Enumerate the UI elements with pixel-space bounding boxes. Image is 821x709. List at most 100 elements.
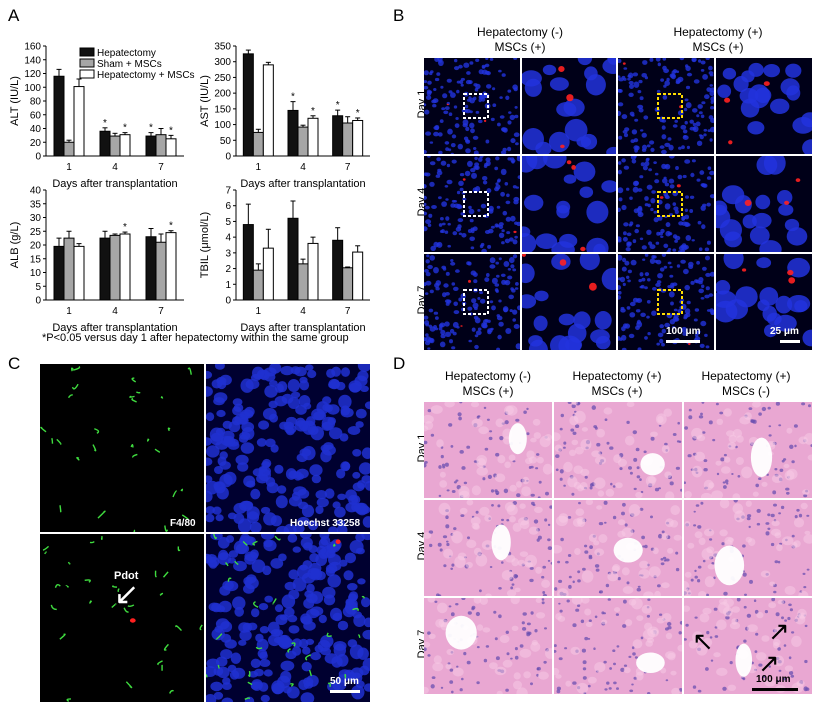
chart-alb: 0 5 10 15 20 25 30 35 40 ALB (g/L) Days after tran…: [9, 186, 184, 334]
d-image-tile-pattern: [684, 598, 810, 694]
d-scale-bar: [752, 688, 798, 691]
x-tick-label: 4: [300, 162, 306, 173]
c-scale-bar: [330, 690, 360, 693]
d-vessel: [613, 537, 643, 563]
c-green-cell: [352, 607, 359, 612]
x-tick-label: 7: [158, 306, 164, 317]
bar: [73, 245, 85, 301]
d-image-tile: [684, 500, 812, 596]
c-green-cell: [244, 697, 251, 700]
b-image-tile: [618, 254, 714, 350]
b-image-tile-pattern: [522, 58, 616, 154]
b-scale-label-low: 100 μm: [666, 326, 701, 337]
y-tick-label: 0: [225, 152, 231, 163]
c-green-cell: [76, 456, 80, 461]
c-green-cell: [361, 595, 365, 599]
c-green-cell: [160, 396, 164, 399]
d-image-tile: [554, 598, 682, 694]
c-green-cell: [327, 682, 331, 687]
b-image-tile-pattern: [522, 254, 616, 350]
b-zoom-box: [657, 93, 683, 119]
y-tick-label: 250: [214, 73, 231, 84]
bar: [145, 135, 157, 157]
c-green-cell: [181, 514, 189, 520]
bar: [287, 217, 299, 301]
bar: [332, 115, 344, 157]
d-column-title-line1: Hepatectomy (-): [444, 369, 532, 383]
c-green-cell: [154, 448, 161, 453]
c-green-cell: [40, 426, 47, 433]
c-image-tile-pattern: [206, 534, 370, 702]
bar: [119, 134, 131, 157]
c-green-cell: [97, 510, 106, 519]
chart-tbil: 0 1 2 3 4 5 6 7 TBIL (μmol/L) Days after transpla…: [199, 186, 370, 334]
c-green-cell: [146, 438, 150, 442]
c-green-cell: [132, 453, 138, 458]
x-tick-label: 4: [112, 306, 118, 317]
significance-star: *: [123, 123, 127, 134]
significance-star: *: [169, 221, 173, 232]
c-label-f480: F4/80: [170, 518, 196, 529]
y-axis-label: TBIL (μmol/L): [199, 212, 211, 278]
bar: [242, 224, 254, 301]
c-green-cell: [89, 541, 95, 544]
bar: [73, 86, 85, 157]
c-green-cell: [67, 561, 71, 565]
footnote: *P<0.05 versus day 1 after hepatectomy w…: [42, 332, 349, 344]
c-image-tile: [40, 534, 204, 702]
legend-label: Sham + MSCs: [97, 59, 162, 70]
c-green-cell: [71, 383, 79, 390]
legend-swatch: [79, 69, 95, 79]
c-green-cell: [177, 546, 181, 552]
c-image-tile: [206, 364, 370, 532]
y-tick-label: 20: [30, 138, 42, 149]
bar: [332, 239, 344, 301]
c-green-cell: [199, 624, 203, 631]
y-tick-label: 25: [30, 227, 42, 238]
c-image-tile: [206, 534, 370, 702]
y-tick-label: 10: [30, 268, 42, 279]
d-image-tile: [424, 500, 552, 596]
b-image-tile: [424, 254, 520, 350]
c-green-cell: [59, 505, 62, 513]
b-zoom-box: [463, 191, 489, 217]
bar: [262, 64, 274, 157]
y-tick-label: 120: [24, 69, 41, 80]
d-vessel: [491, 524, 511, 561]
d-vessel: [714, 545, 745, 586]
c-green-cell: [117, 588, 120, 592]
c-green-cell: [213, 534, 218, 540]
y-tick-label: 300: [214, 57, 231, 68]
x-tick-label: 1: [256, 306, 262, 317]
c-image-tile-pattern: [206, 364, 370, 532]
c-green-cell: [326, 632, 332, 638]
c-green-cell: [206, 674, 208, 678]
bar: [342, 267, 354, 301]
y-tick-label: 50: [220, 136, 232, 147]
x-tick-label: 4: [112, 162, 118, 173]
c-green-cell: [123, 607, 129, 613]
y-tick-label: 7: [225, 186, 231, 197]
c-green-cell: [157, 660, 163, 666]
bar: [155, 134, 167, 157]
c-green-cell: [133, 529, 136, 532]
y-tick-label: 350: [214, 42, 231, 53]
panel-label-d: D: [393, 354, 406, 373]
d-column-title-line2: MSCs (+): [462, 384, 514, 398]
x-tick-label: 7: [345, 162, 351, 173]
c-green-cell: [247, 681, 253, 686]
c-green-cell: [129, 395, 135, 398]
d-scale-label: 100 μm: [756, 674, 791, 685]
y-tick-label: 35: [30, 199, 42, 210]
bar: [287, 109, 299, 157]
bar: [262, 247, 274, 301]
c-green-cell: [159, 592, 164, 596]
c-green-cell: [333, 543, 336, 547]
c-image-tile-pattern: [42, 536, 203, 702]
significance-star: *: [291, 92, 295, 103]
c-green-cell: [227, 577, 232, 582]
x-tick-label: 1: [256, 162, 262, 173]
bar: [155, 241, 167, 301]
significance-star: *: [149, 123, 153, 134]
d-image-tile-pattern: [684, 402, 812, 498]
